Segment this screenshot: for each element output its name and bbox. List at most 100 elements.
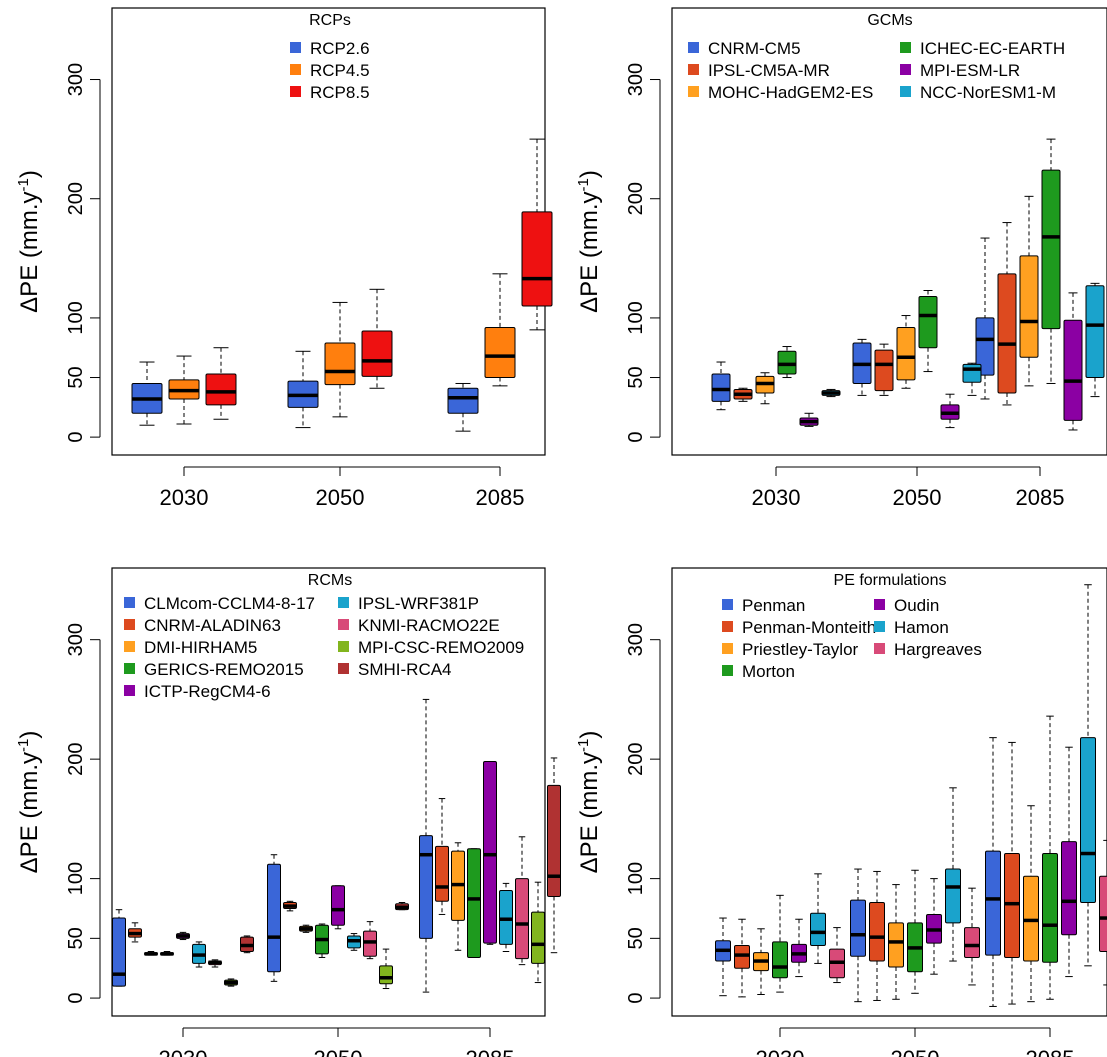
legend-title: PE formulations [834,572,947,589]
plot-frame [671,567,1107,1017]
legend-swatch [688,42,699,53]
y-tick-label: 50 [625,927,647,949]
legend-item: Priestley-Taylor [722,640,859,659]
x-tick-label: 2030 [752,485,801,510]
legend-swatch [124,597,135,608]
legend-item: Hargreaves [874,640,982,659]
x-tick-label: 2050 [316,485,365,510]
box [918,295,938,349]
box [361,330,393,377]
y-tick-label: 100 [65,301,87,334]
box [869,902,885,962]
y-tick-label: 300 [65,623,87,656]
y-axis-title: ΔPE (mm.y-1) [15,731,43,874]
legend-label: GERICS-REMO2015 [144,660,304,679]
legend-item: Penman [722,596,805,615]
y-tick-label: 200 [625,182,647,215]
legend-item: DMI-HIRHAM5 [124,638,257,657]
y-axis-title: ΔPE (mm.y-1) [575,170,603,313]
legend-swatch [124,663,135,674]
y-axis-title: ΔPE (mm.y-1) [15,170,43,313]
y-tick-label: 200 [625,742,647,775]
legend-item: RCP4.5 [290,61,370,80]
box [324,342,356,386]
y-tick-label: 0 [625,432,647,443]
legend-swatch [338,619,349,630]
plot-frame [111,567,546,1017]
legend-label: MPI-CSC-REMO2009 [358,638,524,657]
panel-2: 0 50 100 200 300 ΔPE (mm.y-1) 2030 2050 2085 GCMs… [575,7,1107,510]
legend-label: CNRM-CM5 [708,39,801,58]
box [484,326,516,379]
box [1099,875,1107,952]
y-axis-title-close: ) [16,170,43,178]
legend-label: RCP2.6 [310,39,370,58]
legend-item: MOHC-HadGEM2-ES [688,83,873,102]
y-tick-label: 300 [625,623,647,656]
legend-swatch [124,619,135,630]
legend-label: ICTP-RegCM4-6 [144,682,271,701]
box [112,917,126,987]
legend-item: Morton [722,662,795,681]
legend-item: Hamon [874,618,949,637]
box [810,912,826,947]
box [711,373,731,402]
legend-label: Hargreaves [894,640,982,659]
panel-4: 0 50 100 200 300 ΔPE (mm.y-1) 2030 2050 2085 PE f… [575,567,1107,1057]
box [1063,319,1083,421]
legend-item: MPI-CSC-REMO2009 [338,638,524,657]
box [1042,853,1058,963]
y-axis-title-superscript: -1 [575,178,592,191]
x-tick-label: 2085 [476,485,525,510]
legend-item: RCP2.6 [290,39,370,58]
x-tick-label: 2085 [1016,485,1065,510]
y-axis-title-main: ΔPE (mm.y [16,191,43,312]
box [850,899,866,957]
legend: GCMs CNRM-CM5 IPSL-CM5A-MR MOHC-HadGEM2-ES I… [688,12,1065,102]
y-tick-label: 100 [65,862,87,895]
box [363,930,377,957]
y-axis-title-main: ΔPE (mm.y [576,191,603,312]
y-tick-label: 200 [65,182,87,215]
y-tick-label: 100 [625,862,647,895]
y-axis-title: ΔPE (mm.y-1) [575,731,603,874]
legend-item: Penman-Monteith [722,618,876,637]
legend-swatch [124,641,135,652]
box [1085,285,1105,379]
box [531,911,545,964]
legend-swatch [338,663,349,674]
y-axis-title-close: ) [576,170,603,178]
y-axis-title-close: ) [16,731,43,739]
legend-swatch [900,64,911,75]
box [547,784,561,898]
legend-label: RCP4.5 [310,61,370,80]
y-tick-label: 50 [65,366,87,388]
legend-label: IPSL-WRF381P [358,594,479,613]
y-axis-title-main: ΔPE (mm.y [576,752,603,873]
box [483,761,497,944]
x-tick-label: 2030 [756,1046,805,1057]
legend-swatch [338,641,349,652]
legend-item: CNRM-CM5 [688,39,801,58]
box [1019,255,1039,358]
x-tick-label: 2085 [466,1046,515,1057]
y-tick-label: 0 [625,993,647,1004]
legend-label: CLMcom-CCLM4-8-17 [144,594,315,613]
legend: PE formulations Penman Penman-Monteith Prie… [722,572,982,681]
box [777,350,797,375]
box [515,878,529,960]
legend-label: Hamon [894,618,949,637]
box [379,965,393,985]
legend-item: RCP8.5 [290,83,370,102]
legend-swatch [338,597,349,608]
box [499,890,513,945]
box [975,317,995,376]
legend-swatch [688,64,699,75]
legend-label: Penman [742,596,805,615]
legend-swatch [874,621,885,632]
legend-item: IPSL-WRF381P [338,594,479,613]
x-tick-label: 2030 [159,1046,208,1057]
y-tick-label: 100 [625,301,647,334]
legend-label: MPI-ESM-LR [920,61,1020,80]
